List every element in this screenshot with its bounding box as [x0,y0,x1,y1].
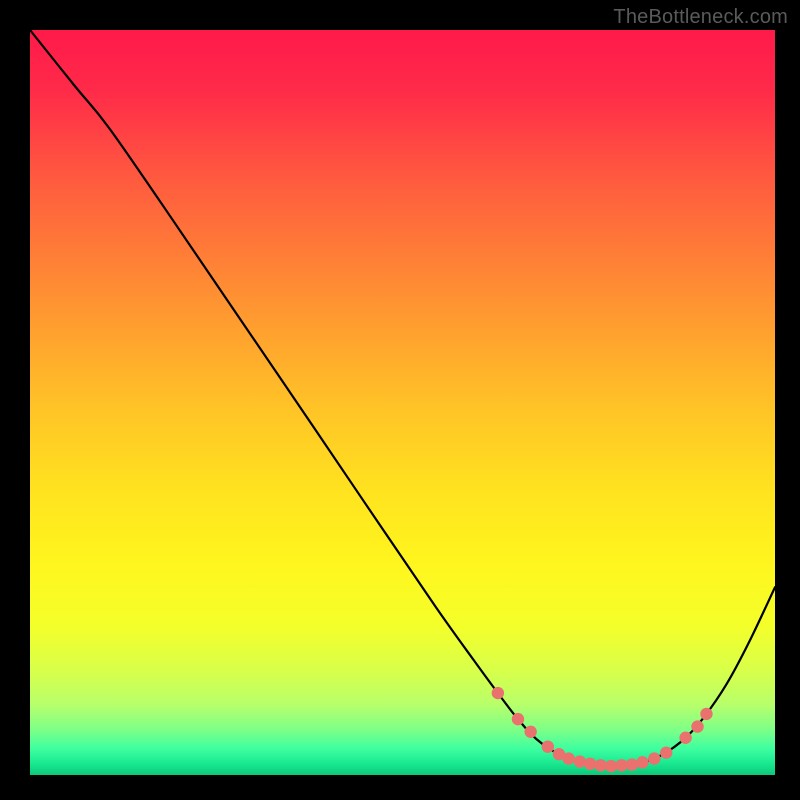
plot-area [30,30,775,775]
watermark-text: TheBottleneck.com [613,6,788,29]
gradient-background [30,30,775,775]
